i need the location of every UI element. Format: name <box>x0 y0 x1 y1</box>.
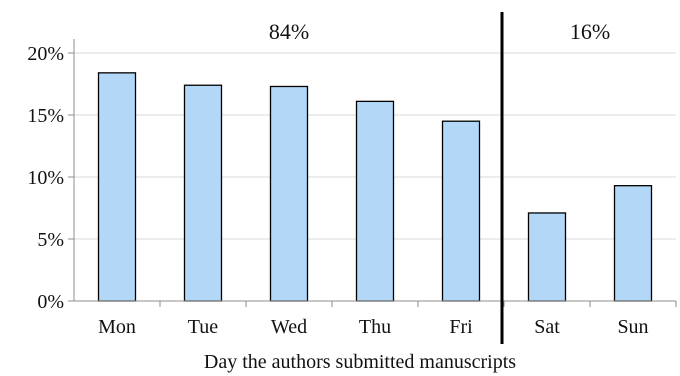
x-tick-label: Fri <box>449 316 473 338</box>
bar-wed <box>269 85 309 302</box>
y-tick-label: 5% <box>37 229 64 251</box>
y-tick-label: 0% <box>37 291 64 313</box>
x-tick-label: Sun <box>617 316 648 338</box>
x-tick-label: Mon <box>98 316 136 338</box>
label-layer: 0% 5% 10% 15% 20% Mon Tue Wed Thu Fri Sat Sun 84% 16% <box>27 19 648 338</box>
y-tick-label: 10% <box>27 167 64 189</box>
y-tick-label: 20% <box>27 43 64 65</box>
group-share-label: 16% <box>570 19 610 44</box>
group-share-label: 84% <box>269 19 309 44</box>
bar-sat <box>527 212 567 302</box>
x-tick-label: Sat <box>534 316 560 338</box>
y-tick-label: 15% <box>27 105 64 127</box>
bar-sun <box>613 185 653 302</box>
bar-mon <box>97 72 137 302</box>
x-tick-label: Tue <box>188 316 219 338</box>
bar-tue <box>183 84 223 302</box>
x-tick-label: Thu <box>359 316 391 338</box>
x-axis-title: Day the authors submitted manuscripts <box>204 351 516 373</box>
axis-layer <box>68 12 677 344</box>
bar-layer <box>97 72 653 302</box>
bar-fri <box>441 120 481 302</box>
x-tick-label: Wed <box>271 316 307 338</box>
bar-thu <box>355 100 395 302</box>
